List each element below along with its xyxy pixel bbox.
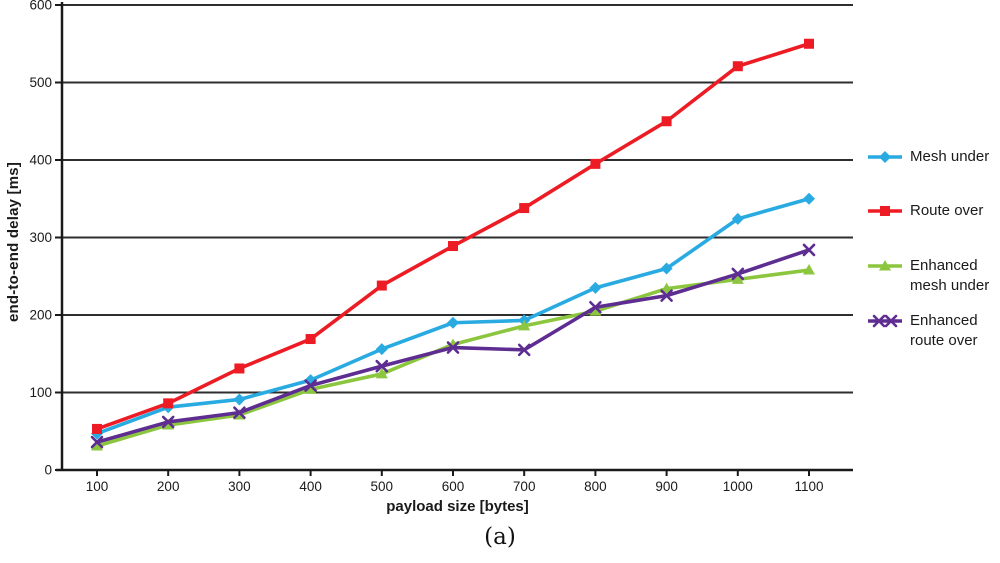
x-tick-label-400: 400 [299,479,322,494]
y-tick-label-600: 600 [29,0,52,13]
x-tick-label-100: 100 [86,479,109,494]
triangle-marker-icon [868,259,902,270]
series-mesh-under [91,192,815,440]
data-point-enhanced-route-over-1100 [802,243,816,257]
y-tick-label-400: 400 [29,153,52,168]
legend-label: Enhanced route over [910,312,978,350]
data-point-enhanced-route-over-300 [233,406,246,419]
data-point-enhanced-route-over-400 [304,379,317,392]
legend-item-mesh-under: Mesh under [868,147,1000,167]
legend-item-route-over: Route over [868,201,1000,221]
x-marker-icon [868,314,902,328]
y-axis-label: end-to-end delay [ms] [5,161,22,323]
x-tick-label-500: 500 [371,479,394,494]
data-point-enhanced-route-over-1000 [731,267,745,281]
chart-legend: Mesh under Route over Enhanced mesh under E… [868,147,1000,352]
data-point-enhanced-mesh-under-1000 [731,273,744,284]
data-point-mesh-under-500 [375,343,388,356]
data-point-route-over-500 [376,280,387,291]
x-tick-label-900: 900 [655,479,678,494]
legend-marker [884,314,898,328]
legend-label: Route over [910,202,984,220]
data-point-route-over-900 [661,116,672,127]
x-tick-label-600: 600 [442,479,465,494]
x-tick-label-800: 800 [584,479,607,494]
data-point-enhanced-route-over-500 [375,359,389,373]
data-point-enhanced-mesh-under-100 [91,439,103,451]
data-point-enhanced-route-over-600 [446,341,460,354]
data-point-enhanced-mesh-under-500 [375,367,388,379]
series-line [95,196,811,436]
legend-item-enhanced-route-over: Enhanced route over [868,311,1000,352]
data-point-enhanced-mesh-under-900 [660,282,673,294]
y-tick-label-300: 300 [29,230,52,245]
series-enhanced-route-over [90,243,816,449]
data-point-enhanced-route-over-200 [161,415,175,429]
legend-marker [879,151,891,163]
data-point-mesh-under-1100 [803,192,815,205]
legend-item-enhanced-mesh-under: Enhanced mesh under [868,256,1000,297]
y-tick-label-200: 200 [29,308,52,323]
series-line [95,268,811,448]
data-point-route-over-1100 [804,38,814,49]
data-point-route-over-600 [448,241,458,252]
series-line [95,41,811,431]
series-enhanced-mesh-under [91,264,815,451]
data-point-enhanced-mesh-under-400 [304,383,317,394]
square-marker-icon [868,206,902,217]
data-point-enhanced-mesh-under-700 [518,319,531,331]
data-point-mesh-under-600 [447,316,459,329]
legend-label: Mesh under [910,148,990,165]
x-tick-label-1000: 1000 [723,479,753,494]
data-point-enhanced-mesh-under-200 [162,419,175,430]
data-point-mesh-under-1000 [731,212,744,225]
data-point-route-over-1000 [732,61,743,72]
legend-marker [880,206,890,217]
data-point-mesh-under-900 [660,262,673,275]
legend-marker [872,314,886,328]
series-route-over [92,38,814,434]
y-tick-label-100: 100 [29,385,52,400]
x-tick-label-200: 200 [157,479,180,494]
x-tick-label-700: 700 [513,479,536,494]
x-tick-label-300: 300 [228,479,251,494]
data-point-route-over-100 [92,423,102,434]
data-point-enhanced-route-over-900 [660,289,673,302]
figure-caption: (a) [484,524,516,550]
y-tick-label-500: 500 [29,75,52,90]
data-point-enhanced-route-over-700 [517,343,531,357]
data-point-route-over-200 [163,398,174,409]
data-point-enhanced-mesh-under-1100 [803,264,815,275]
data-point-enhanced-mesh-under-800 [589,305,602,316]
y-tick-label-0: 0 [44,463,52,478]
data-point-enhanced-route-over-100 [90,435,104,449]
data-point-route-over-700 [519,203,530,214]
x-axis-label: payload size [bytes] [386,498,529,515]
legend-marker [879,259,891,270]
data-point-mesh-under-300 [233,393,246,406]
diamond-marker-icon [868,151,902,163]
x-tick-label-1100: 1100 [794,479,823,494]
legend-label: Enhanced mesh under [910,256,990,294]
data-point-route-over-800 [590,158,601,169]
data-point-mesh-under-800 [589,281,602,294]
data-point-enhanced-route-over-800 [589,300,602,314]
data-point-route-over-400 [305,334,316,345]
data-point-route-over-300 [234,363,245,374]
